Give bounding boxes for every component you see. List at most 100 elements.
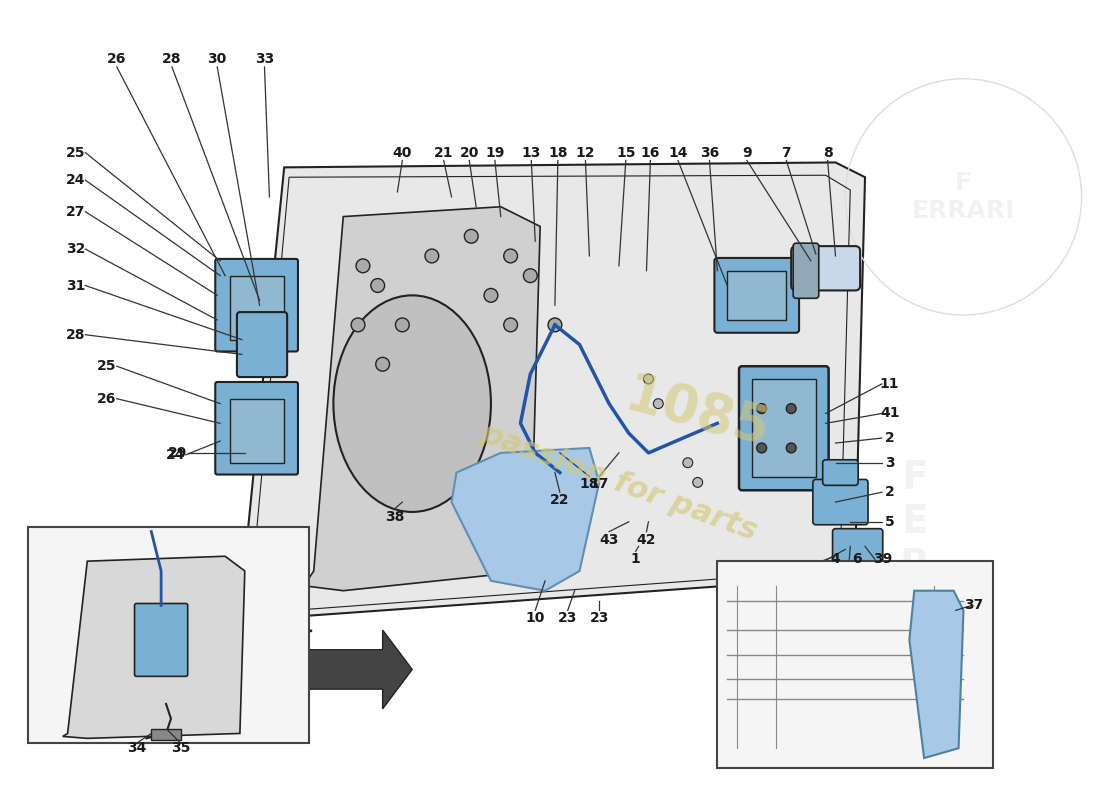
Text: 18: 18 [580,478,600,491]
Polygon shape [451,448,600,590]
Text: 9: 9 [742,146,751,159]
FancyBboxPatch shape [727,270,786,320]
FancyBboxPatch shape [152,729,180,740]
Circle shape [550,468,560,478]
Polygon shape [294,630,412,709]
Text: 21: 21 [433,146,453,159]
Text: F
E
R
R
A
R
I: F E R R A R I [899,459,930,762]
Circle shape [757,404,767,414]
Text: 19: 19 [485,146,505,159]
Text: 41: 41 [880,406,900,421]
Circle shape [653,398,663,409]
Text: 17: 17 [590,478,609,491]
Circle shape [644,374,653,384]
Text: 7: 7 [781,146,791,159]
Text: 26: 26 [97,392,117,406]
Text: 12: 12 [575,146,595,159]
FancyBboxPatch shape [793,243,818,298]
Text: 28: 28 [66,328,85,342]
Circle shape [683,458,693,468]
Circle shape [786,404,796,414]
Text: 25: 25 [66,146,85,159]
Circle shape [757,443,767,453]
Text: 39: 39 [873,552,892,566]
Circle shape [371,278,385,292]
FancyBboxPatch shape [216,259,298,351]
Text: 24: 24 [166,448,186,462]
Text: F
ERRARI: F ERRARI [912,171,1015,222]
Text: 35: 35 [172,742,190,755]
Text: 38: 38 [385,510,404,524]
Text: 15: 15 [616,146,636,159]
Text: 26: 26 [107,52,126,66]
Text: 14: 14 [668,146,688,159]
Text: 23: 23 [590,611,609,626]
Circle shape [356,259,370,273]
Circle shape [786,443,796,453]
Text: 37: 37 [964,598,983,613]
FancyBboxPatch shape [236,312,287,377]
FancyBboxPatch shape [29,526,309,743]
FancyBboxPatch shape [717,561,993,768]
Text: 1085: 1085 [620,370,776,458]
FancyBboxPatch shape [791,246,860,290]
Circle shape [693,478,703,487]
Polygon shape [304,206,540,590]
Text: 25: 25 [97,359,117,374]
Text: 10: 10 [526,611,544,626]
Text: 34: 34 [126,742,146,755]
Text: 3: 3 [884,456,894,470]
Text: 6: 6 [852,552,862,566]
FancyBboxPatch shape [739,366,828,490]
Text: 13: 13 [521,146,541,159]
Text: 8: 8 [823,146,833,159]
Circle shape [376,358,389,371]
Text: 2: 2 [884,486,894,499]
FancyBboxPatch shape [813,479,868,525]
Text: 18: 18 [548,146,568,159]
Text: 43: 43 [600,533,619,546]
Text: 1: 1 [630,552,640,566]
Text: 4: 4 [830,552,840,566]
Circle shape [395,318,409,332]
Text: 23: 23 [558,611,578,626]
Text: 29: 29 [168,446,187,460]
Text: 20: 20 [460,146,478,159]
Circle shape [564,492,574,502]
Text: 28: 28 [162,52,182,66]
Circle shape [504,249,517,263]
Ellipse shape [333,295,491,512]
Text: 24: 24 [66,173,85,187]
Circle shape [425,249,439,263]
Text: 30: 30 [208,52,227,66]
FancyBboxPatch shape [751,379,816,478]
Circle shape [351,318,365,332]
Polygon shape [226,162,865,620]
Text: passion for parts: passion for parts [476,418,761,546]
FancyBboxPatch shape [134,603,188,676]
Text: 27: 27 [66,205,85,218]
FancyBboxPatch shape [833,529,883,569]
Text: 2: 2 [884,431,894,445]
FancyBboxPatch shape [216,382,298,474]
Polygon shape [63,556,245,738]
Polygon shape [910,590,964,758]
Circle shape [524,269,537,282]
FancyBboxPatch shape [714,258,799,333]
Text: 5: 5 [884,514,894,529]
FancyBboxPatch shape [230,276,284,340]
Circle shape [464,230,478,243]
FancyBboxPatch shape [823,460,858,486]
Text: 40: 40 [393,146,412,159]
Text: 42: 42 [637,533,657,546]
Text: 11: 11 [880,377,900,391]
Text: 22: 22 [550,493,570,507]
Text: 33: 33 [255,52,274,66]
Text: 16: 16 [640,146,660,159]
Circle shape [548,318,562,332]
FancyBboxPatch shape [230,398,284,462]
Text: 36: 36 [700,146,719,159]
Text: 31: 31 [66,278,85,293]
Circle shape [484,289,498,302]
Text: 32: 32 [66,242,85,256]
